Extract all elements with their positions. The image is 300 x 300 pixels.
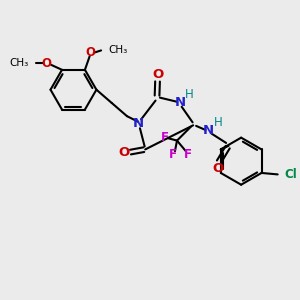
Text: F: F [161,130,169,144]
Text: O: O [42,57,52,70]
Text: F: F [169,148,177,161]
Text: N: N [203,124,214,137]
Text: O: O [85,46,95,59]
Text: Cl: Cl [284,168,297,181]
Text: CH₃: CH₃ [9,58,28,68]
Text: H: H [185,88,194,100]
Text: O: O [118,146,129,159]
Text: H: H [214,116,222,129]
Text: O: O [152,68,163,81]
Text: N: N [133,117,144,130]
Text: F: F [184,148,192,161]
Text: O: O [212,162,223,175]
Text: CH₃: CH₃ [109,45,128,56]
Text: N: N [174,96,185,109]
